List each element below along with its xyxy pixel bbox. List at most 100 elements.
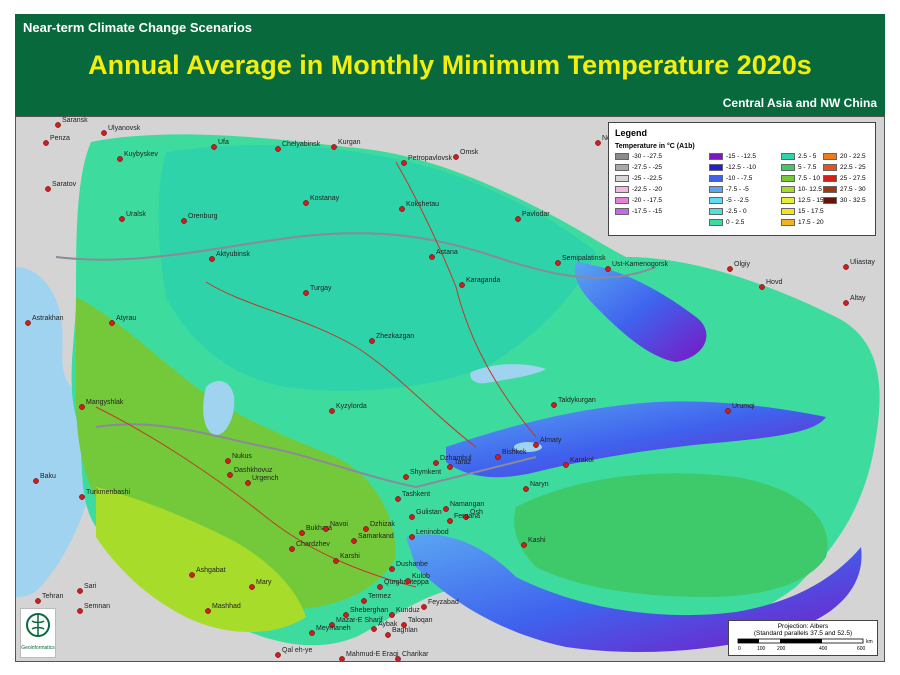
city-marker[interactable]: Saratov [45, 181, 77, 192]
city-marker[interactable]: Charikar [395, 651, 429, 662]
city-marker[interactable]: Nukus [225, 453, 252, 464]
city-dot [409, 514, 415, 520]
city-marker[interactable]: Atyrau [109, 315, 136, 326]
city-dot [443, 506, 449, 512]
city-marker[interactable]: Dzhambul [433, 455, 472, 466]
city-marker[interactable]: Kostanay [303, 195, 340, 206]
city-marker[interactable]: Navoi [323, 521, 348, 532]
city-marker[interactable]: Almaty [533, 437, 562, 448]
city-marker[interactable]: Shymkent [403, 469, 441, 480]
city-marker[interactable]: Chardzhev [289, 541, 330, 552]
city-marker[interactable]: Naryn [523, 481, 549, 492]
city-marker[interactable]: Gulistan [409, 509, 442, 520]
city-label: Chelyabinsk [282, 141, 321, 148]
city-marker[interactable]: Samarkand [351, 533, 394, 544]
city-marker[interactable]: Namangan [443, 501, 484, 512]
city-marker[interactable]: Taloqan [401, 617, 433, 628]
city-marker[interactable]: Sheberghan [343, 607, 388, 618]
city-marker[interactable]: Semnan [77, 603, 110, 614]
city-marker[interactable]: Baghlan [385, 627, 418, 638]
city-marker[interactable]: Altay [843, 295, 866, 306]
city-marker[interactable]: Urgench [245, 475, 279, 486]
legend-label: -20 - -17.5 [632, 197, 662, 204]
city-marker[interactable]: Turgay [303, 285, 332, 296]
city-marker[interactable]: Astana [429, 249, 458, 260]
city-marker[interactable]: Termez [361, 593, 391, 604]
city-marker[interactable]: Semipalatinsk [555, 255, 606, 266]
city-dot [363, 526, 369, 532]
city-marker[interactable]: Dashkhovuz [227, 467, 273, 478]
city-marker[interactable]: Ust-Kamenogorsk [605, 261, 669, 272]
legend-swatch [709, 186, 723, 193]
city-marker[interactable]: Aybak [371, 621, 398, 632]
city-marker[interactable]: Kokshetau [399, 201, 439, 212]
city-dot [405, 578, 411, 584]
city-marker[interactable]: Zhezkazgan [369, 333, 414, 344]
city-marker[interactable]: Karshi [333, 553, 360, 564]
city-marker[interactable]: Bukhara [299, 525, 332, 536]
city-marker[interactable]: Bishkek [495, 449, 527, 460]
city-marker[interactable]: Dushanbe [389, 561, 428, 572]
city-marker[interactable]: Hovd [759, 279, 782, 290]
city-marker[interactable]: Qal eh-ye [275, 647, 312, 658]
city-marker[interactable]: Petropavlovsk [401, 155, 452, 166]
city-marker[interactable]: Dzhizak [363, 521, 395, 532]
city-marker[interactable]: Kyzylorda [329, 403, 367, 414]
city-dot [459, 282, 465, 288]
city-marker[interactable]: Orenburg [181, 213, 218, 224]
city-marker[interactable]: Taldykurgan [551, 397, 596, 408]
map-frame[interactable]: Saransk Ulyanovsk Penza Kuybyskev Ufa Chelyab… [15, 116, 885, 662]
city-marker[interactable]: Astrakhan [25, 315, 64, 326]
city-label: Termez [368, 593, 391, 600]
city-marker[interactable]: Omsk [453, 149, 479, 160]
map-legend: Legend Temperature in °C (A1b) -30 - -27… [608, 122, 876, 236]
city-marker[interactable]: Karaganda [459, 277, 500, 288]
city-marker[interactable]: Mahmud-E Eraqi [339, 651, 399, 662]
city-marker[interactable]: Meymaneh [309, 625, 351, 636]
city-dot [371, 626, 377, 632]
city-marker[interactable]: Tehran [35, 593, 64, 604]
city-marker[interactable]: Urumqi [725, 403, 755, 414]
city-marker[interactable]: Uliastay [843, 259, 875, 270]
city-marker[interactable]: Sari [77, 583, 97, 594]
city-marker[interactable]: Mangyshlak [79, 399, 124, 410]
legend-label: 0 - 2.5 [726, 219, 745, 226]
city-label: Samarkand [358, 533, 394, 540]
city-label: Petropavlovsk [408, 155, 452, 162]
city-marker[interactable]: Penza [43, 135, 70, 146]
city-marker[interactable]: Mazar-E Sharif [329, 617, 383, 628]
city-marker[interactable]: Turkmenbashi [79, 489, 131, 500]
city-label: Sheberghan [350, 607, 388, 614]
city-marker[interactable]: Karakol [563, 457, 594, 468]
city-marker[interactable]: Ashgabat [189, 567, 226, 578]
city-marker[interactable]: Kurgan [331, 139, 361, 150]
city-dot [275, 652, 281, 658]
city-marker[interactable]: Kuybyskev [117, 151, 158, 162]
city-dot [249, 584, 255, 590]
city-marker[interactable]: Kashi [521, 537, 546, 548]
city-marker[interactable]: Ulyanovsk [101, 125, 141, 136]
city-marker[interactable]: Olgiy [727, 261, 750, 272]
city-label: Saransk [62, 117, 88, 124]
city-marker[interactable]: Kulob [405, 573, 430, 584]
city-marker[interactable]: Chelyabinsk [275, 141, 321, 152]
city-marker[interactable]: Mashhad [205, 603, 241, 614]
temperature-map[interactable]: Saransk Ulyanovsk Penza Kuybyskev Ufa Chelyab… [16, 117, 885, 662]
city-marker[interactable]: Aktyubinsk [209, 251, 250, 262]
city-marker[interactable]: Ufa [211, 139, 229, 150]
city-marker[interactable]: Feyzabad [421, 599, 459, 610]
city-marker[interactable]: Osh [463, 509, 483, 520]
city-marker[interactable]: Baku [33, 473, 56, 484]
city-marker[interactable]: Uralsk [119, 211, 146, 222]
city-dot [79, 494, 85, 500]
city-marker[interactable]: Tashkent [395, 491, 430, 502]
city-marker[interactable]: Leninobod [409, 529, 449, 540]
legend-title: Legend [615, 128, 648, 138]
city-marker[interactable]: Mary [249, 579, 272, 590]
city-marker[interactable]: Pavlodar [515, 211, 550, 222]
city-marker[interactable]: Kunduz [389, 607, 420, 618]
city-marker[interactable]: Saransk [55, 117, 88, 128]
city-dot [727, 266, 733, 272]
city-marker[interactable]: Fergana [447, 513, 480, 524]
city-marker[interactable]: Taraz [447, 459, 472, 470]
